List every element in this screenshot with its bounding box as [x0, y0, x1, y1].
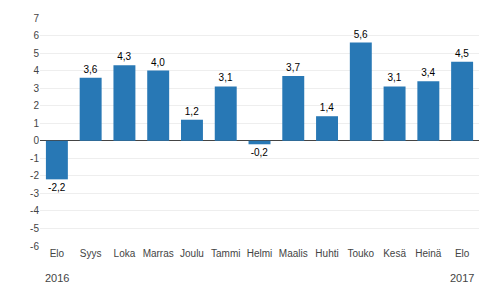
svg-text:-5: -5 [30, 223, 39, 234]
svg-text:-2: -2 [30, 170, 39, 181]
svg-text:Syys: Syys [80, 248, 102, 259]
svg-text:Elo: Elo [455, 248, 470, 259]
svg-text:3,4: 3,4 [421, 67, 435, 78]
svg-text:1: 1 [33, 118, 39, 129]
svg-text:Huhti: Huhti [315, 248, 338, 259]
svg-text:2016: 2016 [45, 272, 69, 284]
svg-text:Elo: Elo [50, 248, 65, 259]
svg-text:Helmi: Helmi [247, 248, 273, 259]
svg-text:-4: -4 [30, 205, 39, 216]
svg-text:1,2: 1,2 [185, 106, 199, 117]
svg-text:5,6: 5,6 [354, 29, 368, 40]
svg-text:-2,2: -2,2 [48, 182, 66, 193]
svg-text:Marras: Marras [143, 248, 174, 259]
svg-text:6: 6 [33, 30, 39, 41]
svg-text:-0,2: -0,2 [251, 147, 269, 158]
svg-text:3,1: 3,1 [387, 72, 401, 83]
svg-text:3,6: 3,6 [83, 64, 97, 75]
svg-text:4,0: 4,0 [151, 57, 165, 68]
svg-text:Kesä: Kesä [383, 248, 406, 259]
svg-text:-6: -6 [30, 241, 39, 252]
svg-text:4,3: 4,3 [117, 51, 131, 62]
svg-text:7: 7 [33, 13, 39, 24]
svg-text:3,7: 3,7 [286, 62, 300, 73]
svg-text:0: 0 [33, 135, 39, 146]
svg-text:3: 3 [33, 83, 39, 94]
svg-text:Touko: Touko [347, 248, 374, 259]
svg-text:Joulu: Joulu [180, 248, 204, 259]
svg-text:4,5: 4,5 [455, 48, 469, 59]
svg-text:Tammi: Tammi [211, 248, 240, 259]
svg-text:2: 2 [33, 100, 39, 111]
svg-text:3,1: 3,1 [219, 72, 233, 83]
svg-text:2017: 2017 [450, 272, 474, 284]
svg-text:Maalis: Maalis [279, 248, 308, 259]
svg-text:-1: -1 [30, 153, 39, 164]
svg-text:Loka: Loka [114, 248, 136, 259]
svg-text:4: 4 [33, 65, 39, 76]
svg-text:-3: -3 [30, 188, 39, 199]
svg-text:5: 5 [33, 48, 39, 59]
svg-text:Heinä: Heinä [415, 248, 442, 259]
svg-text:1,4: 1,4 [320, 102, 334, 113]
